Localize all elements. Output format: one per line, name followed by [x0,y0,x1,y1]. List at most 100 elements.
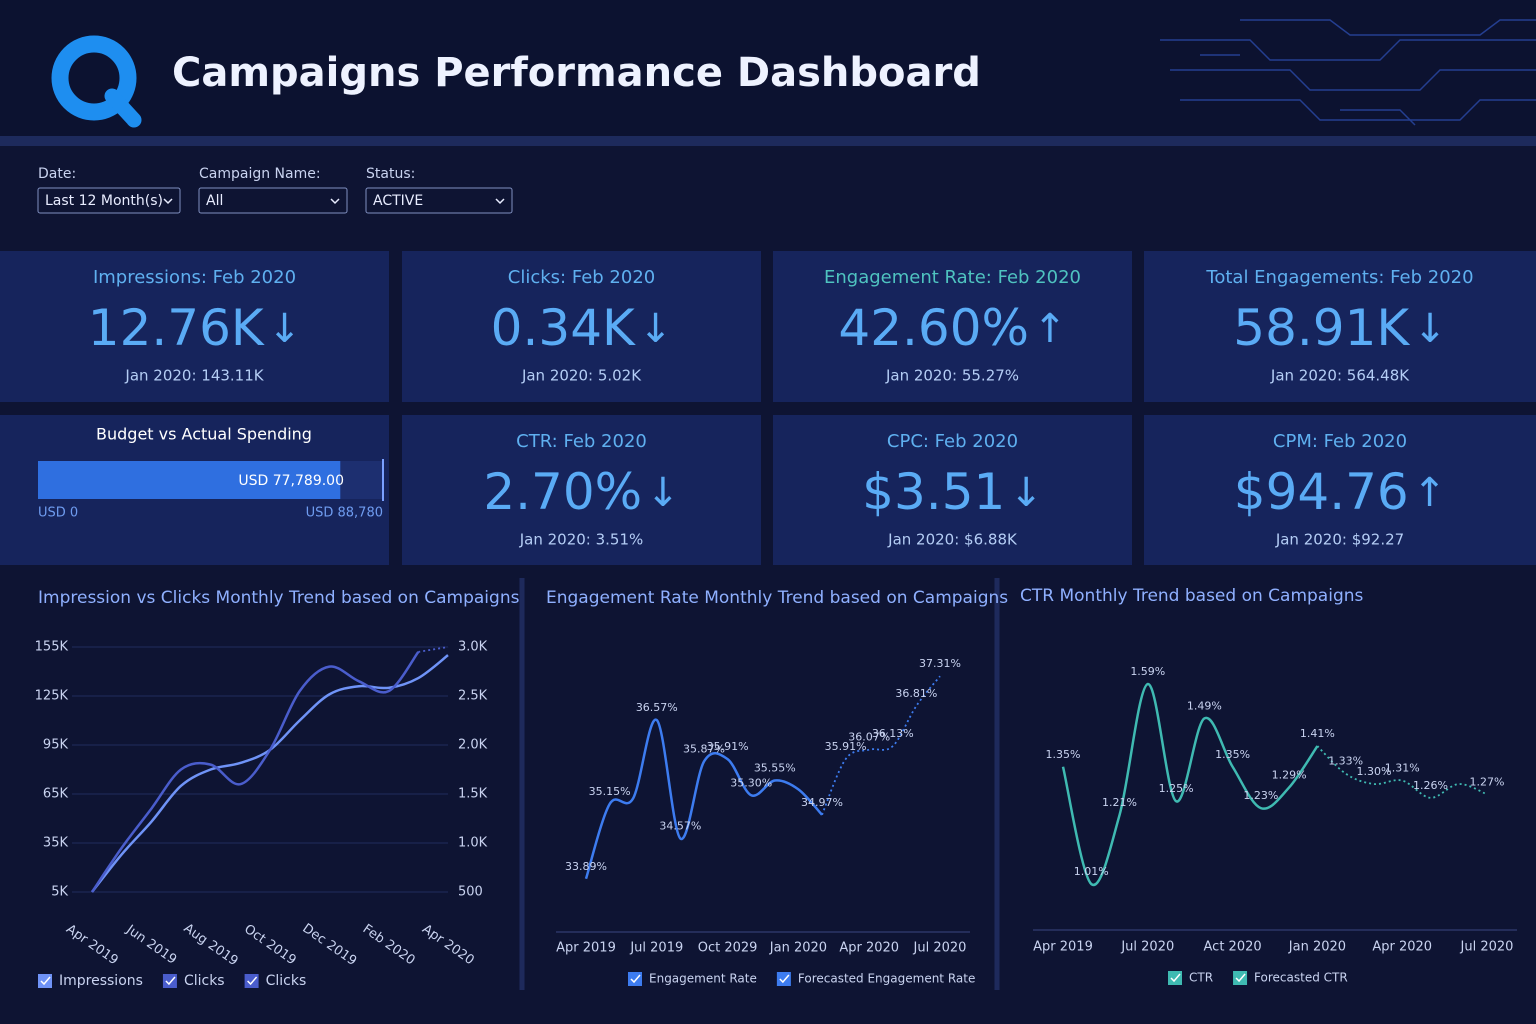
y-tick-label: 3.0K [458,640,488,655]
legend-item[interactable]: Clicks [162,973,225,989]
dropdown-caret [163,198,173,205]
budget-min-label: USD 0 [38,506,78,521]
filter-label: Date: [38,166,76,182]
data-label: 1.49% [1187,699,1222,712]
data-label: 1.21% [1102,796,1137,809]
legend-item[interactable]: CTR [1168,971,1213,986]
data-label: 1.25% [1159,782,1194,795]
x-tick-label: Jan 2020 [1288,940,1346,955]
data-label: 1.23% [1243,789,1278,802]
kpi-value-text: 0.34K [491,299,636,357]
legend-item[interactable]: Engagement Rate [628,972,757,987]
kpi-compare: Jan 2020: $92.27 [1275,531,1404,549]
kpi-value-text: 2.70% [483,463,642,521]
dropdown-box [365,187,513,214]
kpi-trend-arrow: ↑ [1033,306,1067,352]
kpi-value-text: 12.76K [88,299,265,357]
kpi-title: Engagement Rate: Feb 2020 [824,267,1081,288]
legend-item[interactable]: Forecasted CTR [1233,971,1348,986]
y-tick-label: 65K [43,787,69,802]
filter-label: Campaign Name: [199,166,321,182]
circuit-line [1180,99,1536,121]
data-label: 35.55% [754,761,796,774]
legend-checkbox [1168,971,1182,985]
data-label: 35.91% [825,740,867,753]
data-label: 35.15% [589,785,631,798]
data-label: 35.30% [730,776,772,789]
legend-item[interactable]: Forecasted Engagement Rate [776,972,975,987]
series-line [418,646,449,653]
x-tick-label: Apr 2019 [1033,940,1093,955]
kpi-compare: Jan 2020: 3.51% [519,531,644,549]
dropdown-value: ACTIVE [373,193,423,209]
dropdown-caret [495,198,505,205]
kpi-compare: Jan 2020: 564.48K [1270,367,1410,385]
chart-title: CTR Monthly Trend based on Campaigns [1020,586,1364,606]
kpi-title: Clicks: Feb 2020 [508,267,655,288]
legend-check [40,976,51,986]
kpi-compare: Jan 2020: 143.11K [124,367,264,385]
legend-item[interactable]: Clicks [244,973,307,989]
x-tick-label: Jul 2020 [913,941,967,956]
dropdown[interactable]: ACTIVE [365,187,513,214]
kpi-value: 2.70% ↓ [483,463,679,521]
kpi-value: $3.51 ↓ [862,463,1043,521]
data-label: 1.31% [1385,762,1420,775]
kpi-title: CPM: Feb 2020 [1273,431,1407,452]
kpi-card [402,251,761,402]
legend-check [165,976,176,986]
legend-label: CTR [1189,971,1213,985]
logo-tail [104,88,142,128]
budget-title: Budget vs Actual Spending [96,425,312,444]
kpi-trend-arrow: ↓ [639,306,673,352]
kpi-trend-arrow: ↓ [268,306,302,352]
dropdown[interactable]: All [198,187,348,214]
series-line [90,651,420,893]
kpi-compare: Jan 2020: $6.88K [887,531,1018,549]
dropdown-box [37,187,181,214]
y-tick-label: 1.5K [458,787,488,802]
kpi-trend-arrow: ↓ [1009,470,1043,516]
budget-max-label: USD 88,780 [306,506,383,521]
data-label: 36.13% [872,727,914,740]
kpi-title: Total Engagements: Feb 2020 [1205,267,1473,288]
dropdown-value: All [206,193,223,209]
kpi-compare: Jan 2020: 55.27% [885,367,1019,385]
circuit-decoration [1160,19,1536,126]
circuit-line [1170,69,1536,91]
kpi-value: $94.76 ↑ [1234,463,1446,521]
dropdown-value: Last 12 Month(s) [45,193,163,209]
kpi-card [0,251,389,402]
x-tick-label: Apr 2020 [839,941,899,956]
budget-bar [38,461,341,499]
legend-checkbox [244,974,259,988]
kpi-value: 58.91K ↓ [1233,299,1446,357]
logo [51,35,142,128]
kpi-value-text: $3.51 [862,463,1005,521]
x-tick-label: Apr 2020 [1372,940,1432,955]
legend-item[interactable]: Impressions [38,973,143,989]
dropdown-caret [330,198,340,205]
legend-checkbox [776,972,791,986]
dropdown[interactable]: Last 12 Month(s) [37,187,181,214]
y-tick-label: 500 [458,885,483,900]
data-label: 34.97% [801,796,843,809]
legend-label: Clicks [184,973,225,989]
legend-check [779,974,790,984]
x-tick-label: Jul 2020 [1120,940,1174,955]
y-tick-label: 1.0K [458,836,488,851]
data-label: 35.91% [707,740,749,753]
data-label: 34.57% [659,820,701,833]
legend-label: Impressions [59,973,143,989]
data-label: 1.29% [1272,768,1307,781]
circuit-line [1160,39,1536,61]
legend-label: Forecasted CTR [1254,971,1348,985]
legend-check [630,974,641,984]
x-tick-label: Apr 2019 [556,941,616,956]
kpi-compare: Jan 2020: 5.02K [521,367,642,385]
kpi-value-text: $94.76 [1234,463,1409,521]
y-tick-label: 5K [51,885,68,900]
budget-actual-label: USD 77,789.00 [238,473,344,489]
chart-title: Impression vs Clicks Monthly Trend based… [38,588,520,608]
